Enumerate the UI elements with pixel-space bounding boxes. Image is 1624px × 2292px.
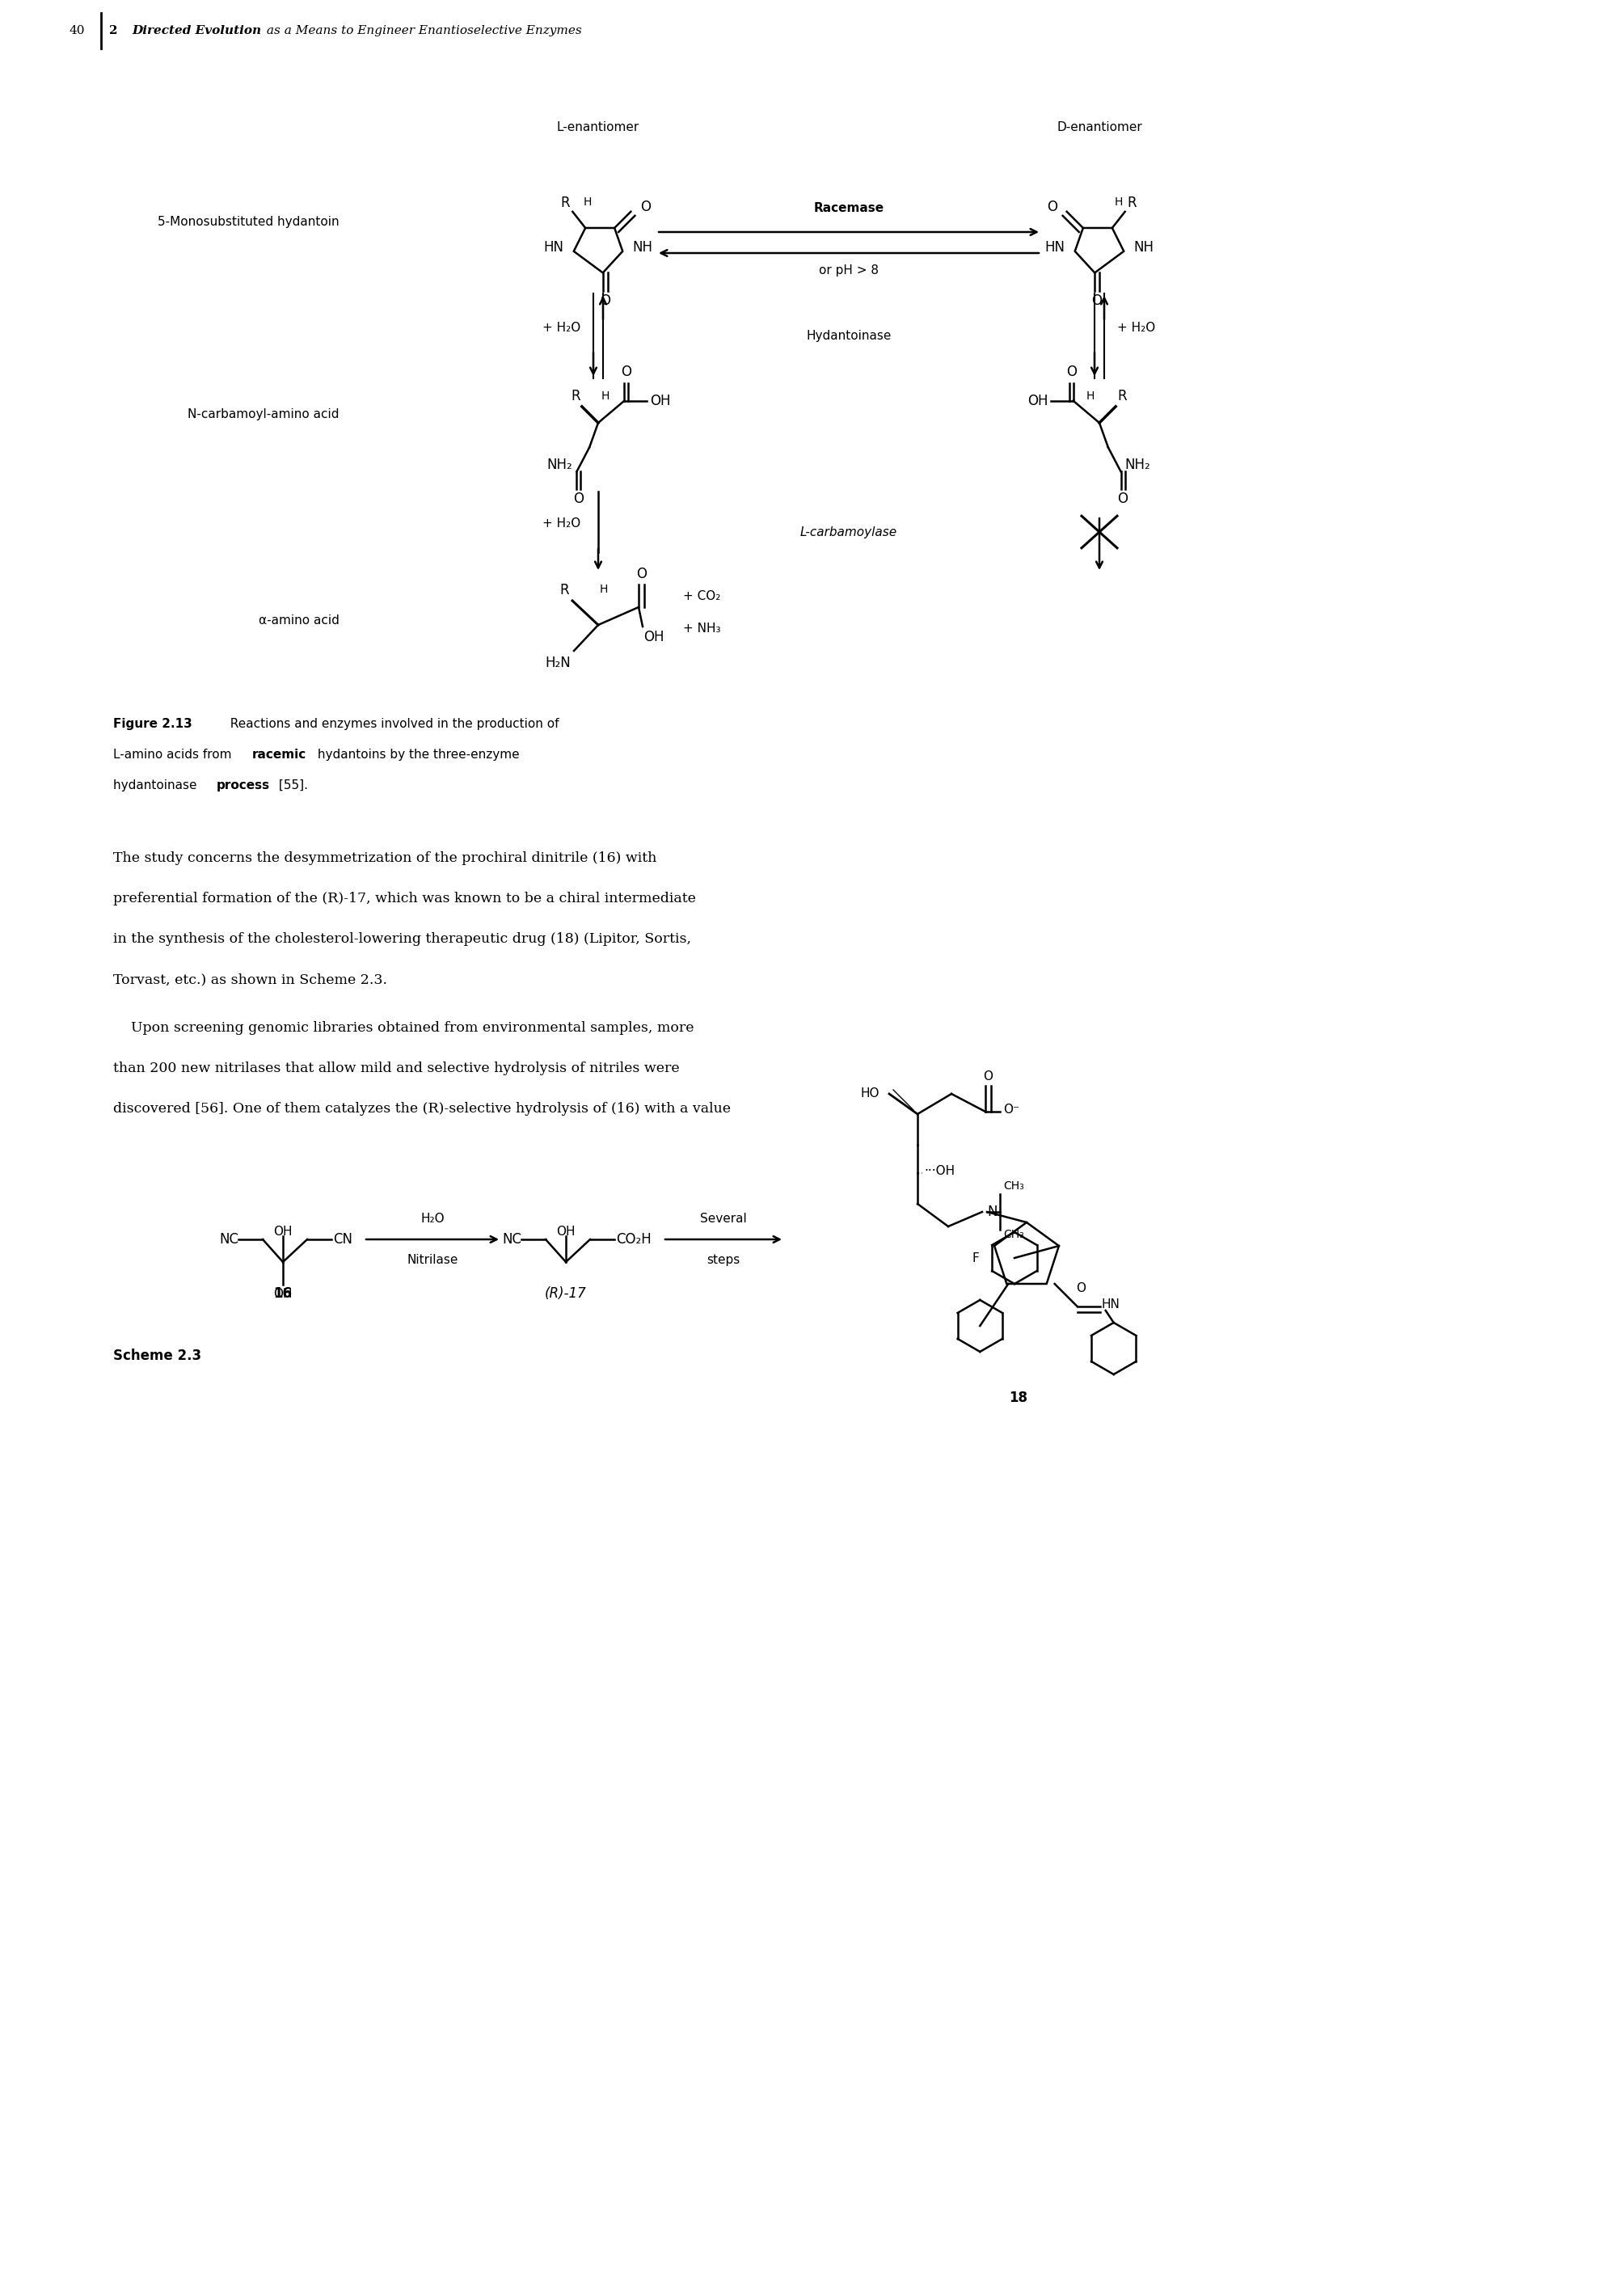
Text: Upon screening genomic libraries obtained from environmental samples, more: Upon screening genomic libraries obtaine… (114, 1022, 693, 1034)
Text: O: O (1091, 293, 1103, 309)
Text: O: O (637, 566, 646, 582)
Text: R: R (572, 390, 580, 403)
Text: OH: OH (650, 394, 671, 408)
Text: [55].: [55]. (274, 779, 309, 791)
Text: Hydantoinase: Hydantoinase (806, 330, 892, 342)
Text: H₂N: H₂N (546, 656, 570, 669)
Text: 18: 18 (1009, 1391, 1028, 1405)
Text: O⁻: O⁻ (1004, 1105, 1020, 1116)
Text: 40: 40 (70, 25, 84, 37)
Text: + H₂O: + H₂O (1117, 321, 1155, 335)
Text: HN: HN (1101, 1300, 1121, 1311)
Text: HO: HO (861, 1089, 880, 1100)
Text: NC: NC (502, 1233, 521, 1247)
Text: O: O (640, 199, 651, 213)
Text: O: O (1067, 364, 1077, 378)
Text: O: O (620, 364, 632, 378)
Text: Directed Evolution: Directed Evolution (132, 25, 261, 37)
Text: NH: NH (632, 241, 653, 254)
Text: α-amino acid: α-amino acid (258, 614, 339, 628)
Text: NH₂: NH₂ (547, 458, 573, 472)
Text: H: H (583, 197, 591, 209)
Text: O: O (1075, 1281, 1085, 1295)
Text: + CO₂: + CO₂ (684, 591, 721, 603)
Text: H: H (1086, 390, 1095, 401)
Text: Nitrilase: Nitrilase (408, 1254, 458, 1265)
Text: HN: HN (544, 241, 564, 254)
Text: than 200 new nitrilases that allow mild and selective hydrolysis of nitriles wer: than 200 new nitrilases that allow mild … (114, 1061, 679, 1075)
Text: R: R (1127, 195, 1137, 211)
Text: NH: NH (1134, 241, 1153, 254)
Text: preferential formation of the (R)-17, which was known to be a chiral intermediat: preferential formation of the (R)-17, wh… (114, 892, 697, 905)
Text: O: O (1046, 199, 1057, 213)
Text: O: O (599, 293, 611, 309)
Text: Figure 2.13: Figure 2.13 (114, 717, 192, 731)
Text: L-amino acids from: L-amino acids from (114, 749, 235, 761)
Text: 2: 2 (109, 25, 127, 37)
Text: steps: steps (706, 1254, 741, 1265)
Text: NC: NC (219, 1233, 239, 1247)
Text: OH: OH (273, 1226, 292, 1238)
Text: H: H (601, 390, 609, 401)
Text: R: R (560, 195, 570, 211)
Text: H: H (599, 584, 609, 596)
Text: CH₃: CH₃ (1004, 1180, 1025, 1192)
Text: OH: OH (273, 1288, 292, 1300)
Text: Reactions and enzymes involved in the production of: Reactions and enzymes involved in the pr… (222, 717, 559, 731)
Text: or pH > 8: or pH > 8 (818, 264, 879, 277)
Text: Several: Several (700, 1212, 747, 1224)
Text: O: O (573, 490, 583, 507)
Text: hydantoins by the three-enzyme: hydantoins by the three-enzyme (313, 749, 520, 761)
Text: L-enantiomer: L-enantiomer (557, 121, 640, 133)
Text: O: O (1117, 490, 1129, 507)
Text: ···OH: ···OH (924, 1164, 955, 1178)
Text: Scheme 2.3: Scheme 2.3 (114, 1348, 201, 1364)
Text: 16: 16 (273, 1286, 292, 1302)
Text: (R)-17: (R)-17 (546, 1286, 586, 1302)
Text: + H₂O: + H₂O (542, 518, 580, 529)
Text: H: H (1114, 197, 1122, 209)
Text: N: N (987, 1206, 997, 1219)
Text: Torvast, etc.) as shown in Scheme 2.3.: Torvast, etc.) as shown in Scheme 2.3. (114, 972, 387, 986)
Text: hydantoinase: hydantoinase (114, 779, 201, 791)
Text: D-enantiomer: D-enantiomer (1057, 121, 1142, 133)
Text: OH: OH (1028, 394, 1047, 408)
Text: L-carbamoylase: L-carbamoylase (801, 525, 898, 539)
Text: OH: OH (643, 630, 664, 644)
Text: OH: OH (557, 1226, 575, 1238)
Text: CN: CN (333, 1233, 352, 1247)
Text: process: process (216, 779, 270, 791)
Text: The study concerns the desymmetrization of the prochiral dinitrile (16) with: The study concerns the desymmetrization … (114, 850, 656, 864)
Text: + H₂O: + H₂O (542, 321, 580, 335)
Text: O: O (984, 1070, 992, 1082)
Text: NH₂: NH₂ (1125, 458, 1151, 472)
Text: 5-Monosubstituted hydantoin: 5-Monosubstituted hydantoin (158, 215, 339, 229)
Text: N-carbamoyl-amino acid: N-carbamoyl-amino acid (188, 408, 339, 422)
Text: CO₂H: CO₂H (615, 1233, 651, 1247)
Text: Racemase: Racemase (814, 202, 883, 213)
Text: CH₃: CH₃ (1004, 1229, 1025, 1240)
Text: racemic: racemic (252, 749, 307, 761)
Text: in the synthesis of the cholesterol-lowering therapeutic drug (18) (Lipitor, Sor: in the synthesis of the cholesterol-lowe… (114, 933, 692, 947)
Text: R: R (560, 582, 568, 598)
Text: as a Means to Engineer Enantioselective Enzymes: as a Means to Engineer Enantioselective … (263, 25, 581, 37)
Text: HN: HN (1044, 241, 1065, 254)
Text: H₂O: H₂O (421, 1212, 445, 1224)
Text: + NH₃: + NH₃ (684, 623, 721, 635)
Text: R: R (1117, 390, 1127, 403)
Text: F: F (971, 1251, 979, 1265)
Text: discovered [56]. One of them catalyzes the (R)-selective hydrolysis of (16) with: discovered [56]. One of them catalyzes t… (114, 1102, 731, 1116)
